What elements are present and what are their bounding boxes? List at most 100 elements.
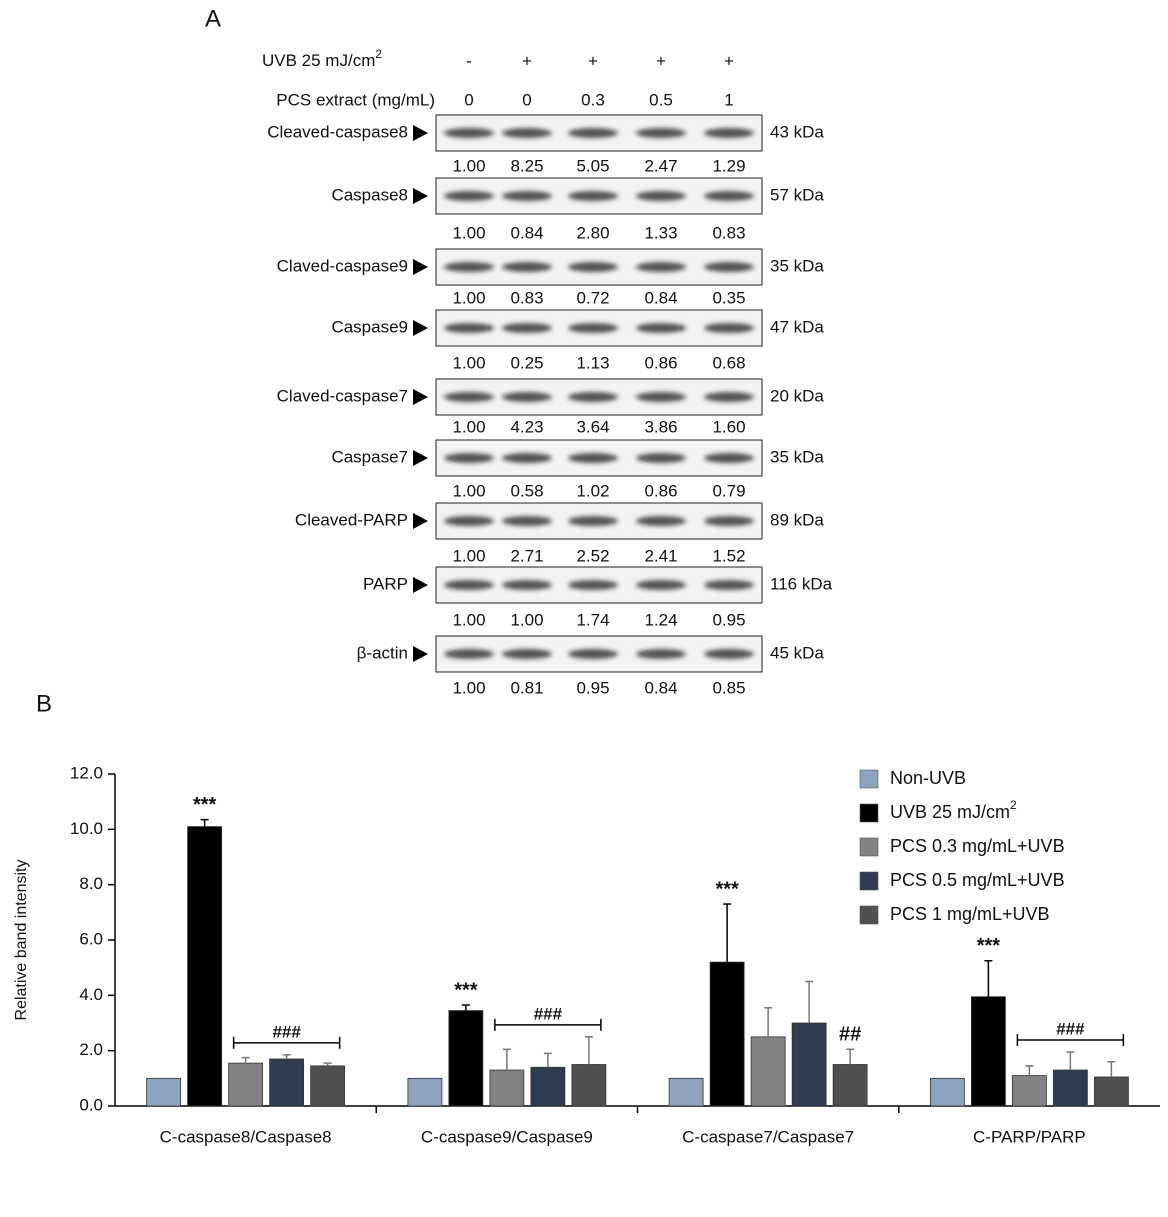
protein-name: Caspase8	[331, 185, 408, 204]
band-quantification: 0.84	[510, 223, 543, 242]
legend-swatch	[860, 906, 878, 924]
band-quantification: 2.80	[576, 223, 609, 242]
band-quantification: 0.72	[576, 288, 609, 307]
band-quantification: 1.00	[452, 678, 485, 697]
molecular-weight: 116 kDa	[770, 574, 833, 593]
band-quantification: 1.00	[452, 546, 485, 565]
blot-band	[568, 323, 618, 333]
band-quantification: 1.13	[576, 353, 609, 372]
legend-label-main: UVB 25 mJ/cm	[890, 802, 1010, 822]
band-quantification: 1.60	[712, 417, 745, 436]
band-quantification: 0.95	[712, 610, 745, 629]
blot-band	[444, 649, 494, 659]
blot-band	[704, 516, 754, 526]
bar	[971, 997, 1005, 1106]
protein-name: Claved-caspase7	[277, 386, 408, 405]
molecular-weight: 47 kDa	[770, 317, 824, 336]
significance-mark: ###	[272, 1022, 301, 1041]
uvb-condition: +	[522, 51, 532, 70]
y-tick-label: 0.0	[79, 1095, 103, 1114]
band-quantification: 0.68	[712, 353, 745, 372]
arrowhead	[413, 188, 428, 204]
bar	[710, 962, 744, 1106]
band-quantification: 3.86	[644, 417, 677, 436]
blot-band	[502, 580, 552, 590]
pcs-condition: 0.3	[581, 90, 605, 109]
y-tick-label: 12.0	[70, 763, 103, 782]
band-quantification: 0.84	[644, 288, 677, 307]
blot-band	[568, 580, 618, 590]
x-tick-label: C-caspase7/Caspase7	[682, 1127, 854, 1146]
band-quantification: 1.00	[452, 288, 485, 307]
band-quantification: 1.74	[576, 610, 609, 629]
blot-band	[704, 128, 754, 138]
y-tick-label: 8.0	[79, 874, 103, 893]
molecular-weight: 89 kDa	[770, 510, 824, 529]
blot-band	[636, 453, 686, 463]
blot-band	[636, 516, 686, 526]
blot-band	[444, 516, 494, 526]
bar	[833, 1065, 867, 1107]
blot-band	[444, 128, 494, 138]
legend-swatch	[860, 770, 878, 788]
blot-band	[444, 453, 494, 463]
blot-band	[636, 128, 686, 138]
bar	[531, 1067, 565, 1106]
legend-label: PCS 0.5 mg/mL+UVB	[890, 870, 1065, 890]
bar	[1053, 1070, 1087, 1106]
blot-band	[704, 323, 754, 333]
band-quantification: 1.24	[644, 610, 677, 629]
pcs-condition: 0	[522, 90, 531, 109]
bar	[229, 1063, 263, 1106]
protein-name: Caspase7	[331, 447, 408, 466]
panel-label: A	[205, 5, 221, 32]
bar	[188, 827, 222, 1106]
bar	[408, 1078, 442, 1106]
arrowhead	[413, 125, 428, 141]
blot-band	[444, 191, 494, 201]
blot-band	[502, 262, 552, 272]
band-quantification: 8.25	[510, 156, 543, 175]
band-quantification: 0.81	[510, 678, 543, 697]
band-quantification: 4.23	[510, 417, 543, 436]
uvb-label-main: UVB 25 mJ/cm	[262, 51, 375, 70]
blot-band	[568, 453, 618, 463]
blot-band	[568, 392, 618, 402]
x-tick-label: C-caspase9/Caspase9	[421, 1127, 593, 1146]
band-quantification: 1.00	[452, 610, 485, 629]
pcs-condition: 0	[464, 90, 473, 109]
blot-band	[568, 262, 618, 272]
protein-name: PARP	[363, 574, 408, 593]
blot-band	[502, 191, 552, 201]
blot-band	[636, 392, 686, 402]
legend-label-sup: 2	[1010, 798, 1017, 812]
blot-band	[704, 392, 754, 402]
pcs-condition: 1	[724, 90, 733, 109]
arrowhead	[413, 577, 428, 593]
significance-mark: ##	[839, 1024, 861, 1046]
blot-band	[444, 392, 494, 402]
bar	[270, 1059, 304, 1106]
blot-band	[568, 516, 618, 526]
blot-band	[704, 191, 754, 201]
blot-band	[636, 191, 686, 201]
blot-band	[636, 580, 686, 590]
legend-label: PCS 0.3 mg/mL+UVB	[890, 836, 1065, 856]
blot-band	[568, 649, 618, 659]
band-quantification: 0.58	[510, 481, 543, 500]
pcs-label: PCS extract (mg/mL)	[276, 90, 435, 109]
blot-band	[568, 191, 618, 201]
blot-band	[444, 580, 494, 590]
protein-name: Cleaved-caspase8	[267, 122, 408, 141]
blot-band	[704, 649, 754, 659]
significance-mark: ###	[1056, 1020, 1085, 1039]
bar	[449, 1011, 483, 1106]
y-tick-label: 2.0	[79, 1040, 103, 1059]
bar	[669, 1078, 703, 1106]
blot-band	[502, 392, 552, 402]
band-quantification: 0.83	[510, 288, 543, 307]
band-quantification: 0.35	[712, 288, 745, 307]
band-quantification: 2.41	[644, 546, 677, 565]
blot-band	[502, 649, 552, 659]
significance-mark: ***	[454, 979, 478, 1001]
